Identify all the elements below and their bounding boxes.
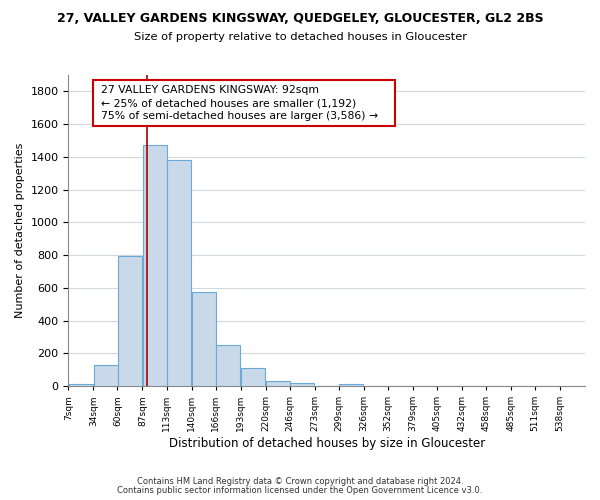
Bar [192, 292, 216, 386]
Text: Size of property relative to detached houses in Gloucester: Size of property relative to detached ho… [133, 32, 467, 42]
Bar [290, 383, 314, 386]
Bar [94, 365, 118, 386]
Text: 27, VALLEY GARDENS KINGSWAY, QUEDGELEY, GLOUCESTER, GL2 2BS: 27, VALLEY GARDENS KINGSWAY, QUEDGELEY, … [56, 12, 544, 26]
Bar [216, 345, 240, 386]
Bar [266, 381, 290, 386]
Text: ← 25% of detached houses are smaller (1,192): ← 25% of detached houses are smaller (1,… [101, 98, 356, 108]
Text: Contains HM Land Registry data © Crown copyright and database right 2024.: Contains HM Land Registry data © Crown c… [137, 477, 463, 486]
Bar [339, 384, 364, 386]
Bar [143, 144, 167, 386]
X-axis label: Distribution of detached houses by size in Gloucester: Distribution of detached houses by size … [169, 437, 485, 450]
Bar [118, 256, 142, 386]
Text: Contains public sector information licensed under the Open Government Licence v3: Contains public sector information licen… [118, 486, 482, 495]
Bar [241, 368, 265, 386]
Text: 75% of semi-detached houses are larger (3,586) →: 75% of semi-detached houses are larger (… [101, 111, 378, 121]
Y-axis label: Number of detached properties: Number of detached properties [15, 143, 25, 318]
Bar [167, 160, 191, 386]
Text: 27 VALLEY GARDENS KINGSWAY: 92sqm: 27 VALLEY GARDENS KINGSWAY: 92sqm [101, 85, 319, 95]
Bar [69, 384, 93, 386]
